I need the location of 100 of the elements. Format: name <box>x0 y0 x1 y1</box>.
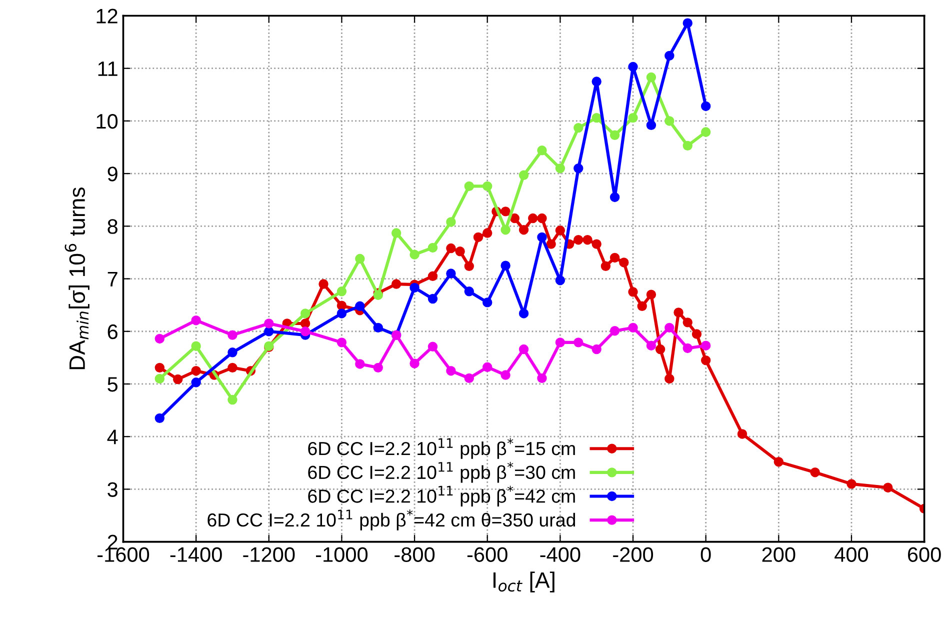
point <box>610 192 620 202</box>
point <box>410 358 420 368</box>
y-tick-label: 3 <box>108 482 118 497</box>
x-tick-label: -1400 <box>170 547 222 562</box>
point <box>810 468 820 478</box>
point <box>664 116 674 126</box>
point <box>428 242 438 253</box>
point <box>500 206 510 216</box>
point <box>664 374 674 384</box>
point <box>428 342 438 352</box>
point <box>628 112 638 123</box>
point <box>537 146 547 156</box>
point <box>592 112 602 123</box>
point <box>300 318 310 328</box>
point <box>883 482 893 492</box>
point <box>336 286 347 296</box>
point <box>172 374 183 384</box>
point <box>537 232 547 242</box>
x-tick-label: -800 <box>394 547 435 562</box>
y-tick-label: 12 <box>96 8 118 24</box>
point <box>600 261 611 272</box>
point <box>154 334 165 344</box>
point <box>355 359 365 369</box>
point <box>682 18 692 28</box>
point <box>336 338 347 348</box>
point <box>592 239 602 249</box>
x-tick-label: 600 <box>908 547 941 562</box>
point <box>500 260 510 270</box>
point <box>646 72 656 82</box>
point <box>664 50 674 61</box>
point <box>482 228 492 238</box>
point <box>546 239 556 249</box>
point <box>191 378 201 388</box>
y-axis-title: DA$_{min}$[σ] 10$^{6}$ turns <box>64 188 90 370</box>
point <box>610 252 620 263</box>
x-tick-label: 200 <box>762 547 796 562</box>
point <box>482 298 492 308</box>
point <box>228 362 238 373</box>
point <box>646 290 656 300</box>
legend-label: 6D CC I=2.2 10$^{11}$ ppb β$^{*}$=42 cm <box>308 486 575 507</box>
point <box>628 287 638 297</box>
point <box>846 479 856 489</box>
point <box>455 246 465 256</box>
point <box>154 374 165 384</box>
x-tick-label: 400 <box>834 547 868 562</box>
point <box>537 373 547 384</box>
point <box>518 344 529 354</box>
point <box>637 301 647 311</box>
x-tick-label: -1000 <box>316 547 368 562</box>
point <box>774 456 784 467</box>
point <box>428 294 438 304</box>
point <box>555 163 566 174</box>
point <box>391 279 402 289</box>
point <box>574 122 584 133</box>
x-tick-label: 0 <box>700 547 711 562</box>
point <box>464 286 474 296</box>
point <box>191 366 201 376</box>
point <box>582 234 592 245</box>
point <box>482 181 492 192</box>
y-tick-label: 6 <box>108 324 118 340</box>
point <box>191 341 201 351</box>
point <box>318 279 328 289</box>
y-tick-label: 11 <box>98 62 118 76</box>
point <box>555 226 566 236</box>
point <box>355 254 365 264</box>
point <box>473 232 484 242</box>
point <box>682 343 692 354</box>
point <box>537 213 547 224</box>
x-tick-label: -1200 <box>243 547 295 562</box>
point <box>464 181 474 192</box>
point <box>300 326 310 336</box>
legend-label: 6D CC I=2.2 10$^{11}$ ppb β$^{*}$=30 cm <box>308 462 575 483</box>
point <box>655 344 666 354</box>
point <box>628 322 638 333</box>
point <box>682 140 692 151</box>
point <box>336 300 347 310</box>
point <box>610 130 620 140</box>
point <box>555 338 566 348</box>
legend-label: 6D CC I=2.2 10$^{11}$ ppb β$^{*}$=42 cm θ=350 urad <box>208 510 576 530</box>
point <box>228 330 238 340</box>
y-tick-label: 5 <box>108 377 118 392</box>
point <box>464 373 474 384</box>
point <box>482 362 492 372</box>
point <box>518 170 529 180</box>
point <box>574 338 584 348</box>
point <box>355 301 365 311</box>
point <box>373 322 383 333</box>
point <box>692 329 702 339</box>
point <box>391 228 402 238</box>
point <box>610 326 620 336</box>
point <box>191 315 201 326</box>
x-tick-label: -400 <box>540 547 580 562</box>
point <box>674 308 684 318</box>
point <box>700 101 711 112</box>
point <box>464 261 474 272</box>
point <box>628 62 638 72</box>
point <box>574 234 584 245</box>
legend-label: 6D CC I=2.2 10$^{11}$ ppb β$^{*}$=15 cm <box>308 438 575 459</box>
point <box>446 217 456 227</box>
point <box>555 275 566 286</box>
